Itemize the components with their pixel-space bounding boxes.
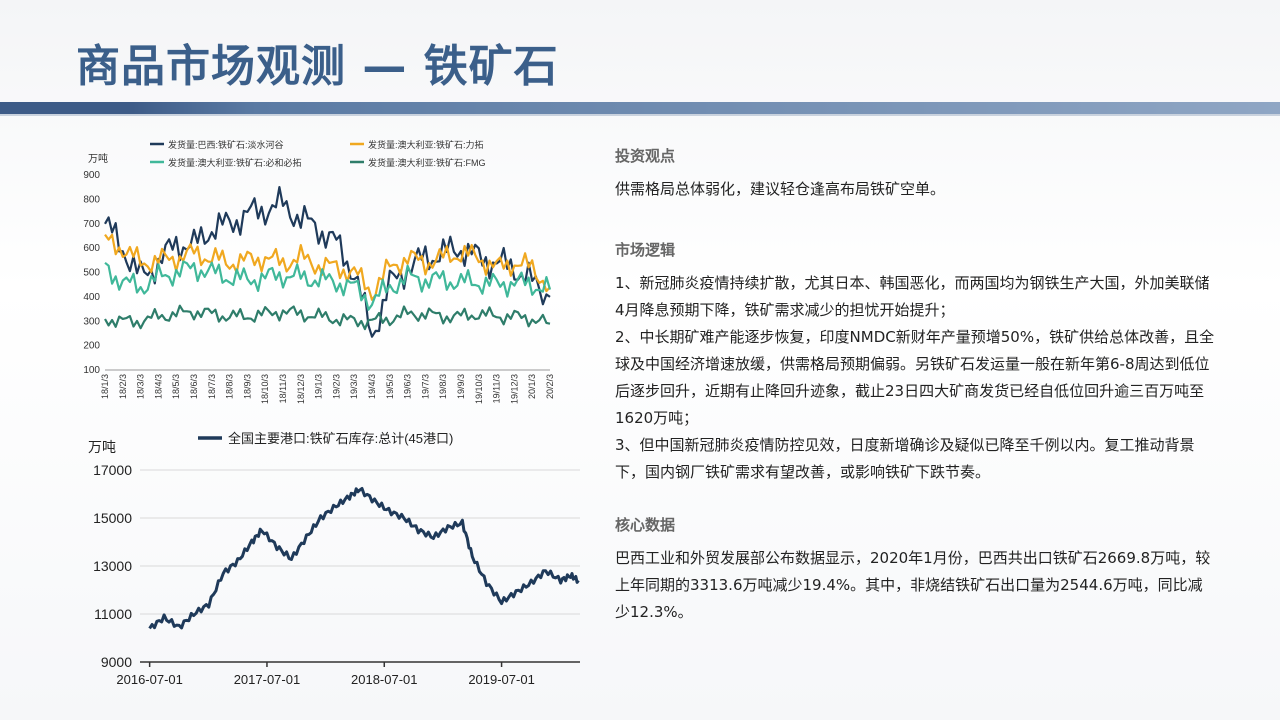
x-tick-label: 18/10/3 — [260, 374, 270, 404]
section-logic: 市场逻辑 1、新冠肺炎疫情持续扩散，尤其日本、韩国恶化，而两国均为钢铁生产大国，… — [615, 239, 1215, 486]
x-tick-label: 20/2/3 — [545, 374, 555, 399]
section-core-data: 核心数据 巴西工业和外贸发展部公布数据显示，2020年1月份，巴西共出口铁矿石2… — [615, 514, 1215, 626]
x-tick-label: 19/6/3 — [403, 374, 413, 399]
section-paragraph: 3、但中国新冠肺炎疫情防控见效，日度新增确诊及疑似已降至千例以内。复工推动背景下… — [615, 436, 1195, 481]
section-paragraph: 巴西工业和外贸发展部公布数据显示，2020年1月份，巴西共出口铁矿石2669.8… — [615, 549, 1211, 621]
y-tick-label: 300 — [83, 316, 100, 327]
x-tick-label: 19/12/3 — [509, 374, 519, 404]
port-inventory-chart: 全国主要港口:铁矿石库存:总计(45港口) 万吨 9000 11000 13000 150… — [88, 431, 580, 687]
x-tick-label: 19/5/3 — [385, 374, 395, 399]
x-tick-label: 18/11/3 — [278, 374, 288, 403]
series-line — [148, 487, 580, 630]
x-tick-label: 19/9/3 — [456, 374, 466, 399]
x-tick-label: 19/3/3 — [349, 374, 359, 399]
x-tick-label: 19/11/3 — [492, 374, 502, 403]
x-tick-label: 18/5/3 — [171, 374, 181, 399]
y-tick-label: 400 — [83, 292, 100, 303]
y-tick-label: 11000 — [94, 606, 132, 622]
x-tick-label: 18/2/3 — [118, 374, 128, 399]
x-tick-label: 18/3/3 — [136, 374, 146, 399]
x-tick-label: 2017-07-01 — [234, 672, 301, 687]
y-tick-label: 600 — [83, 243, 100, 254]
x-tick-label: 20/1/3 — [527, 374, 537, 399]
y-tick-label: 17000 — [93, 462, 132, 478]
x-tick-label: 2019-07-01 — [468, 672, 534, 687]
title-underline — [0, 114, 1280, 116]
y-tick-label: 13000 — [93, 558, 132, 574]
x-tick-label: 18/6/3 — [189, 374, 199, 399]
x-tick-label: 19/4/3 — [367, 374, 377, 399]
y-tick-label: 9000 — [101, 654, 132, 670]
section-paragraph: 1、新冠肺炎疫情持续扩散，尤其日本、韩国恶化，而两国均为钢铁生产大国，外加美联储… — [615, 274, 1210, 319]
x-tick-label: 19/1/3 — [314, 374, 324, 399]
x-tick-label: 19/8/3 — [438, 374, 448, 399]
section-title: 投资观点 — [615, 147, 676, 165]
x-tick-label: 18/8/3 — [225, 374, 235, 399]
section-view: 投资观点 供需格局总体弱化，建议轻仓逢高布局铁矿空单。 — [615, 145, 1215, 203]
y-tick-label: 100 — [83, 365, 100, 376]
y-tick-label: 15000 — [93, 510, 132, 526]
x-tick-label: 19/10/3 — [474, 374, 484, 404]
y-axis-label: 万吨 — [88, 439, 116, 455]
legend-label: 发货量:澳大利亚:铁矿石:力拓 — [368, 139, 484, 150]
y-axis-label: 万吨 — [88, 152, 108, 165]
shipment-chart: 发货量:巴西:铁矿石:淡水河谷 发货量:澳大利亚:铁矿石:力拓发货量:澳大利亚:铁… — [83, 139, 555, 404]
x-tick-label: 18/7/3 — [207, 374, 217, 399]
legend-label: 全国主要港口:铁矿石库存:总计(45港口) — [228, 431, 453, 446]
series-line — [104, 233, 551, 301]
legend-label: 发货量:澳大利亚:铁矿石:FMG — [368, 157, 486, 168]
y-tick-label: 500 — [83, 268, 100, 279]
series-line — [104, 260, 552, 311]
section-title: 市场逻辑 — [615, 241, 676, 259]
analysis-panel: 投资观点 供需格局总体弱化，建议轻仓逢高布局铁矿空单。 市场逻辑 1、新冠肺炎疫… — [615, 145, 1215, 626]
x-tick-label: 18/1/3 — [100, 374, 110, 399]
x-tick-label: 19/7/3 — [420, 374, 430, 399]
legend-label: 发货量:澳大利亚:铁矿石:必和必拓 — [168, 157, 302, 168]
x-tick-label: 18/12/3 — [296, 374, 306, 404]
y-tick-label: 900 — [83, 170, 100, 181]
page-title: 商品市场观测 — 铁矿石 — [76, 41, 559, 92]
x-tick-label: 19/2/3 — [331, 374, 341, 399]
y-tick-label: 200 — [83, 341, 100, 352]
legend-label: 发货量:巴西:铁矿石:淡水河谷 — [168, 139, 284, 150]
y-tick-label: 800 — [83, 194, 100, 205]
section-paragraph: 2、中长期矿难产能逐步恢复，印度NMDC新财年产量预增50%，铁矿供给总体改善，… — [615, 328, 1215, 427]
series-line — [104, 304, 551, 331]
x-tick-label: 18/4/3 — [153, 374, 163, 399]
title-bar — [0, 102, 1280, 114]
y-tick-label: 700 — [83, 219, 100, 230]
x-tick-label: 2016-07-01 — [116, 672, 183, 687]
x-tick-label: 18/9/3 — [242, 374, 252, 399]
section-paragraph: 供需格局总体弱化，建议轻仓逢高布局铁矿空单。 — [615, 180, 946, 198]
x-tick-label: 2018-07-01 — [351, 672, 418, 687]
section-title: 核心数据 — [615, 516, 676, 534]
